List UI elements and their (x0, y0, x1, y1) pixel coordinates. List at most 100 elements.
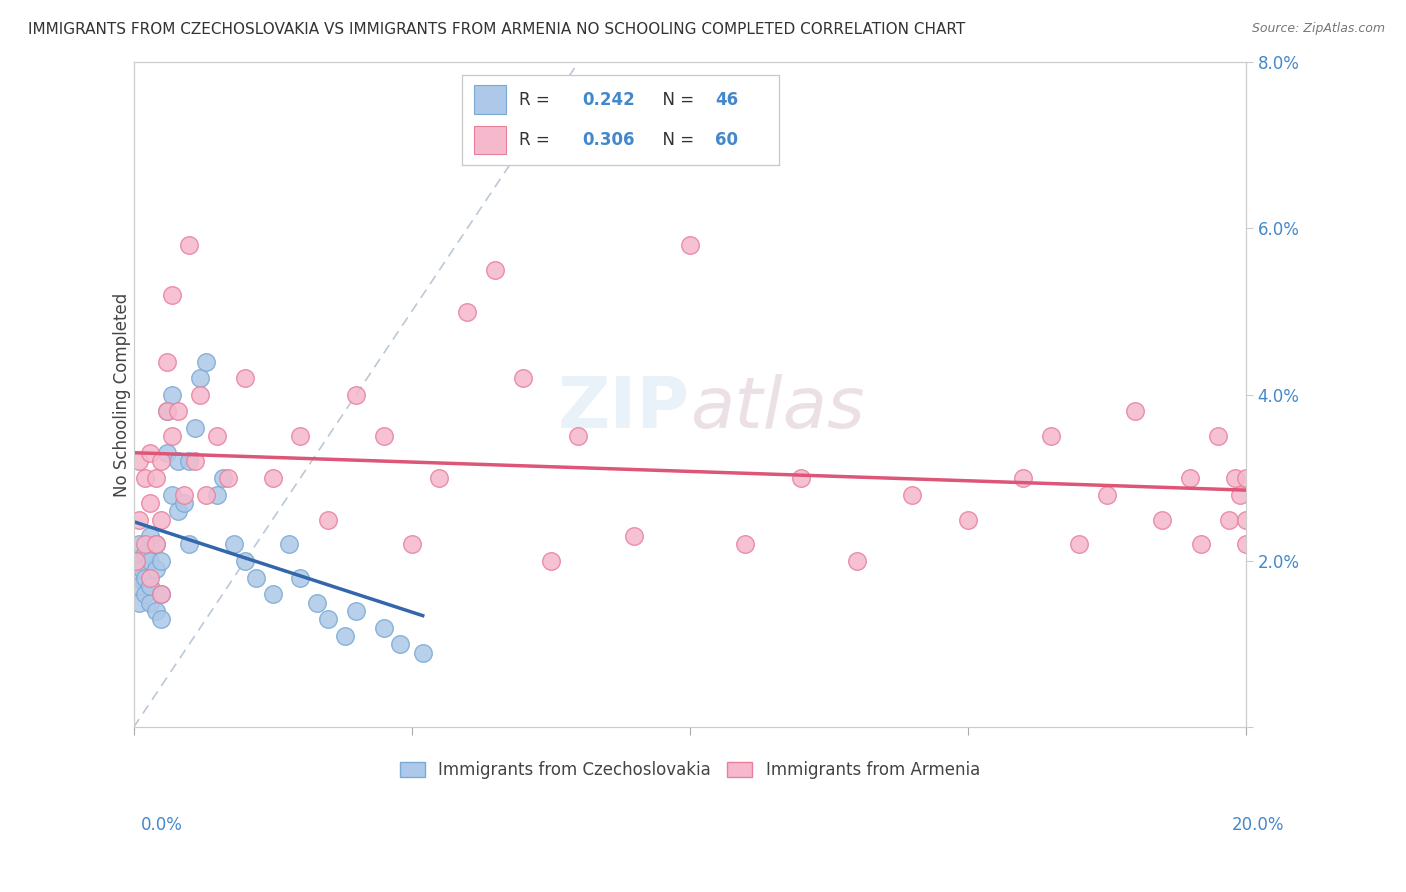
Point (139, 579, 162, 593)
Point (1223, 471, 1246, 485)
Point (134, 546, 156, 560)
Point (162, 487, 184, 501)
Point (1234, 512, 1257, 526)
Point (150, 587, 173, 601)
Point (233, 371, 256, 385)
Point (188, 371, 211, 385)
Point (290, 571, 312, 585)
Point (134, 587, 156, 601)
Point (162, 429, 184, 443)
Point (183, 454, 205, 468)
Point (188, 388, 211, 402)
Point (333, 629, 356, 643)
Point (150, 587, 173, 601)
Text: ZIP: ZIP (557, 374, 690, 442)
Point (540, 554, 562, 568)
Point (128, 579, 150, 593)
Point (131, 562, 153, 576)
Point (1218, 512, 1240, 526)
Point (1206, 429, 1229, 443)
Point (1234, 471, 1257, 485)
Point (401, 537, 423, 551)
Point (1123, 404, 1146, 418)
Point (128, 596, 150, 610)
Point (344, 388, 367, 402)
Point (167, 404, 190, 418)
Point (179, 238, 201, 252)
Text: 0.0%: 0.0% (141, 816, 183, 834)
Point (1040, 429, 1063, 443)
Point (162, 388, 184, 402)
Point (128, 537, 150, 551)
Point (734, 537, 756, 551)
Point (373, 621, 395, 635)
Point (205, 487, 228, 501)
Point (194, 354, 217, 368)
Point (134, 537, 156, 551)
Point (145, 562, 167, 576)
Point (1180, 471, 1202, 485)
Y-axis label: No Schooling Completed: No Schooling Completed (114, 293, 131, 497)
Point (145, 537, 167, 551)
Point (316, 512, 339, 526)
Point (139, 554, 162, 568)
Point (484, 263, 506, 277)
Point (139, 496, 162, 510)
Point (150, 512, 173, 526)
Point (183, 421, 205, 435)
Point (139, 571, 162, 585)
Point (156, 404, 179, 418)
Point (139, 529, 162, 543)
Point (456, 304, 478, 318)
Text: 20.0%: 20.0% (1232, 816, 1285, 834)
Point (278, 537, 301, 551)
Point (128, 512, 150, 526)
Point (179, 454, 201, 468)
Point (429, 471, 451, 485)
Point (290, 429, 312, 443)
Point (167, 454, 190, 468)
Point (679, 238, 702, 252)
Point (567, 429, 589, 443)
Point (373, 429, 395, 443)
Point (1095, 487, 1118, 501)
Point (245, 571, 267, 585)
Point (790, 471, 813, 485)
Point (194, 487, 217, 501)
Point (173, 496, 195, 510)
Point (845, 554, 868, 568)
Point (344, 604, 367, 618)
Text: Source: ZipAtlas.com: Source: ZipAtlas.com (1251, 22, 1385, 36)
Point (162, 288, 184, 302)
Text: atlas: atlas (690, 374, 865, 442)
Point (167, 504, 190, 518)
Point (128, 454, 150, 468)
Point (145, 537, 167, 551)
Point (222, 537, 245, 551)
Point (307, 596, 329, 610)
Point (316, 612, 339, 626)
Point (125, 554, 148, 568)
Point (150, 612, 173, 626)
Point (512, 371, 534, 385)
Point (139, 446, 162, 460)
Point (179, 537, 201, 551)
Point (139, 596, 162, 610)
Point (127, 571, 149, 585)
Point (262, 471, 284, 485)
Point (145, 471, 167, 485)
Point (1234, 537, 1257, 551)
Point (150, 554, 173, 568)
Point (156, 446, 179, 460)
Point (134, 571, 156, 585)
Point (1229, 487, 1251, 501)
Legend: Immigrants from Czechoslovakia, Immigrants from Armenia: Immigrants from Czechoslovakia, Immigran… (392, 755, 987, 786)
Point (233, 554, 256, 568)
Point (389, 637, 412, 651)
Point (125, 554, 148, 568)
Point (150, 454, 173, 468)
Point (1189, 537, 1212, 551)
Point (1152, 512, 1174, 526)
Point (217, 471, 239, 485)
Point (211, 471, 233, 485)
